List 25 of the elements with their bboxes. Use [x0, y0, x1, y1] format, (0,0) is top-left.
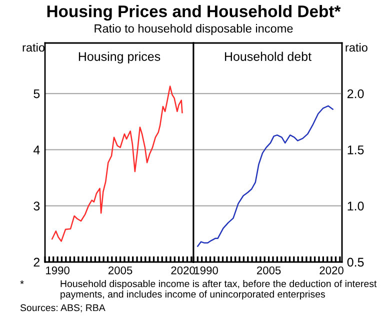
y-axis-title: ratio [22, 43, 45, 52]
chart-title: Housing Prices and Household Debt* [47, 5, 341, 21]
x-tick-label: 2020 [171, 266, 195, 274]
y-tick-label: 5 [34, 89, 40, 98]
y-tick-label: 2 [34, 258, 40, 267]
x-tick-label: 1990 [46, 266, 70, 274]
y2-tick-label: 1.0 [348, 202, 364, 210]
y-tick-label: 3 [34, 202, 40, 210]
chart-subtitle: Ratio to household disposable income [94, 24, 293, 36]
text: * [20, 280, 24, 284]
text: Household debt [224, 52, 312, 61]
y2-axis-title: ratio [346, 43, 368, 52]
y2-tick-label: 1.5 [348, 146, 364, 154]
x-tick-label: 2005 [108, 266, 132, 274]
x-tick-label: 2020 [320, 266, 344, 274]
source-note: Sources: ABS; RBA [20, 304, 106, 312]
x-tick-label: 1990 [194, 266, 218, 274]
x-tick-label: 2005 [256, 266, 281, 274]
series-label: Housing prices [78, 52, 160, 64]
line-series [197, 105, 334, 247]
y-tick-label: 4 [33, 146, 40, 154]
text: Household disposable income is after tax, before the deduction of interest payments, and includes income of unincorporated enterprises [60, 280, 377, 300]
y2-tick-label: 0.5 [347, 258, 364, 267]
line-series [51, 86, 183, 242]
y2-tick-label: 2.0 [347, 89, 364, 98]
